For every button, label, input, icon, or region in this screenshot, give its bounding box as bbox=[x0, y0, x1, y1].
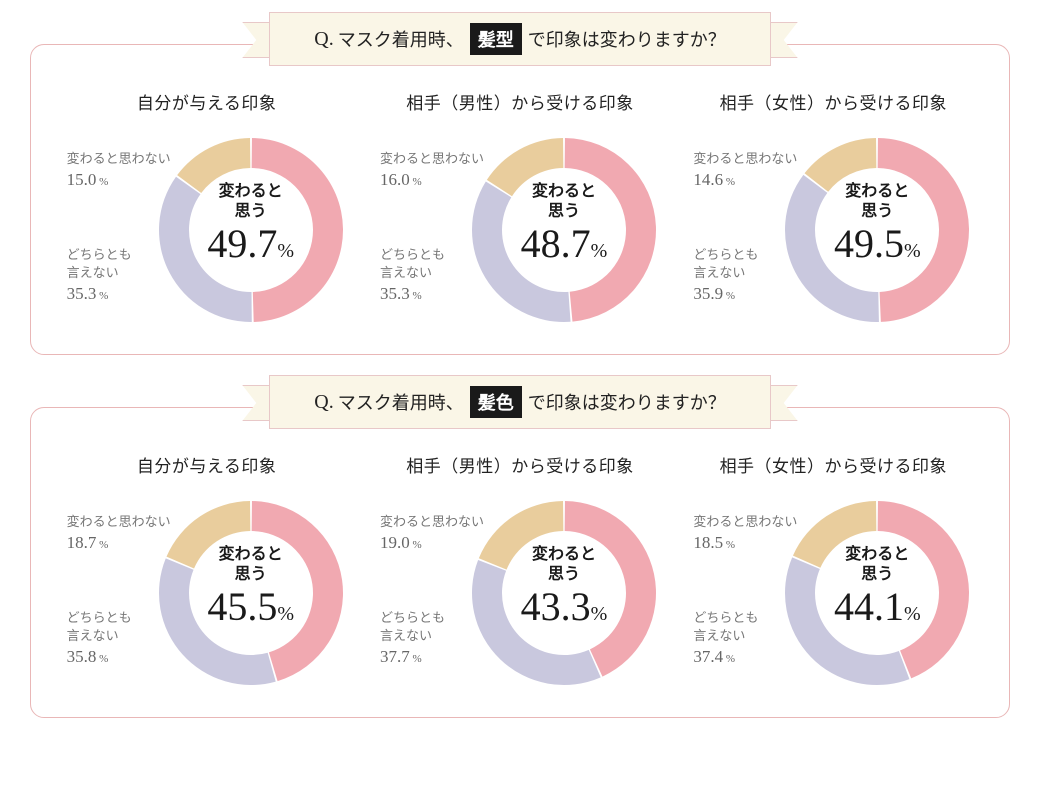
donut-segment bbox=[565, 501, 656, 677]
donut-segment bbox=[159, 558, 276, 685]
question-prefix: Q. bbox=[314, 391, 333, 414]
question-text-before: マスク着用時、 bbox=[338, 26, 464, 52]
donut-segment bbox=[166, 501, 250, 568]
chart-area: 変わると思う49.5%変わると思わない14.6 %どちらとも言えない35.9 % bbox=[693, 130, 973, 330]
donut-segment bbox=[159, 177, 252, 322]
donut-segment bbox=[805, 138, 877, 192]
chart-cell: 自分が与える印象変わると思う45.5%変わると思わない18.7 %どちらとも言え… bbox=[55, 452, 358, 693]
question-banner: Q.マスク着用時、髪色で印象は変わりますか？ bbox=[269, 375, 770, 429]
donut-segment bbox=[565, 138, 656, 322]
side-label-bottom: どちらとも言えない35.3 % bbox=[67, 246, 132, 306]
donut-chart bbox=[781, 497, 973, 689]
donut-segment bbox=[878, 138, 969, 322]
donut-segment bbox=[793, 501, 876, 568]
ribbon-left-icon bbox=[242, 22, 282, 58]
side-label-top: 変わると思わない14.6 % bbox=[693, 150, 797, 192]
donut-chart bbox=[155, 497, 347, 689]
chart-title: 相手（男性）から受ける印象 bbox=[406, 89, 634, 114]
side-label-top: 変わると思わない18.7 % bbox=[67, 513, 171, 555]
question-text-after: で印象は変わりますか？ bbox=[528, 389, 726, 415]
chart-cell: 相手（女性）から受ける印象変わると思う44.1%変わると思わない18.5 %どち… bbox=[682, 452, 985, 693]
ribbon-left-icon bbox=[242, 385, 282, 421]
question-prefix: Q. bbox=[314, 28, 333, 51]
side-label-top: 変わると思わない15.0 % bbox=[67, 150, 171, 192]
donut-chart bbox=[468, 497, 660, 689]
ribbon-right-icon bbox=[758, 22, 798, 58]
chart-title: 自分が与える印象 bbox=[137, 452, 277, 477]
chart-title: 相手（女性）から受ける印象 bbox=[720, 89, 948, 114]
donut-segment bbox=[479, 501, 564, 570]
side-label-bottom: どちらとも言えない37.4 % bbox=[693, 609, 758, 669]
chart-area: 変わると思う49.7%変わると思わない15.0 %どちらとも言えない35.3 % bbox=[67, 130, 347, 330]
question-block: Q.マスク着用時、髪型で印象は変わりますか？ 自分が与える印象変わると思う49.7… bbox=[30, 12, 1010, 355]
chart-cell: 自分が与える印象変わると思う49.7%変わると思わない15.0 %どちらとも言え… bbox=[55, 89, 358, 330]
donut-segment bbox=[251, 138, 342, 322]
side-label-bottom: どちらとも言えない35.3 % bbox=[380, 246, 445, 306]
donut-segment bbox=[878, 501, 969, 678]
donut-chart bbox=[155, 134, 347, 326]
donut-segment bbox=[472, 182, 571, 322]
question-highlight: 髪色 bbox=[470, 386, 522, 418]
question-block: Q.マスク着用時、髪色で印象は変わりますか？ 自分が与える印象変わると思う45.5… bbox=[30, 375, 1010, 718]
donut-chart bbox=[468, 134, 660, 326]
chart-cell: 相手（女性）から受ける印象変わると思う49.5%変わると思わない14.6 %どち… bbox=[682, 89, 985, 330]
donut-segment bbox=[472, 560, 601, 685]
side-label-bottom: どちらとも言えない35.9 % bbox=[693, 246, 758, 306]
question-text-before: マスク着用時、 bbox=[338, 389, 464, 415]
question-banner: Q.マスク着用時、髪型で印象は変わりますか？ bbox=[269, 12, 770, 66]
chart-panel: 自分が与える印象変わると思う49.7%変わると思わない15.0 %どちらとも言え… bbox=[30, 44, 1010, 355]
side-label-bottom: どちらとも言えない35.8 % bbox=[67, 609, 132, 669]
donut-segment bbox=[785, 557, 909, 685]
chart-title: 自分が与える印象 bbox=[137, 89, 277, 114]
chart-area: 変わると思う43.3%変わると思わない19.0 %どちらとも言えない37.7 % bbox=[380, 493, 660, 693]
donut-chart bbox=[781, 134, 973, 326]
donut-segment bbox=[487, 138, 564, 196]
side-label-top: 変わると思わない18.5 % bbox=[693, 513, 797, 555]
chart-panel: 自分が与える印象変わると思う45.5%変わると思わない18.7 %どちらとも言え… bbox=[30, 407, 1010, 718]
donut-segment bbox=[177, 138, 250, 193]
chart-title: 相手（男性）から受ける印象 bbox=[406, 452, 634, 477]
side-label-top: 変わると思わない19.0 % bbox=[380, 513, 484, 555]
chart-title: 相手（女性）から受ける印象 bbox=[720, 452, 948, 477]
question-highlight: 髪型 bbox=[470, 23, 522, 55]
chart-cell: 相手（男性）から受ける印象変わると思う48.7%変わると思わない16.0 %どち… bbox=[368, 89, 671, 330]
question-text-after: で印象は変わりますか？ bbox=[528, 26, 726, 52]
chart-cell: 相手（男性）から受ける印象変わると思う43.3%変わると思わない19.0 %どち… bbox=[368, 452, 671, 693]
donut-segment bbox=[785, 175, 879, 322]
chart-area: 変わると思う48.7%変わると思わない16.0 %どちらとも言えない35.3 % bbox=[380, 130, 660, 330]
side-label-top: 変わると思わない16.0 % bbox=[380, 150, 484, 192]
side-label-bottom: どちらとも言えない37.7 % bbox=[380, 609, 445, 669]
ribbon-right-icon bbox=[758, 385, 798, 421]
chart-area: 変わると思う44.1%変わると思わない18.5 %どちらとも言えない37.4 % bbox=[693, 493, 973, 693]
chart-area: 変わると思う45.5%変わると思わない18.7 %どちらとも言えない35.8 % bbox=[67, 493, 347, 693]
